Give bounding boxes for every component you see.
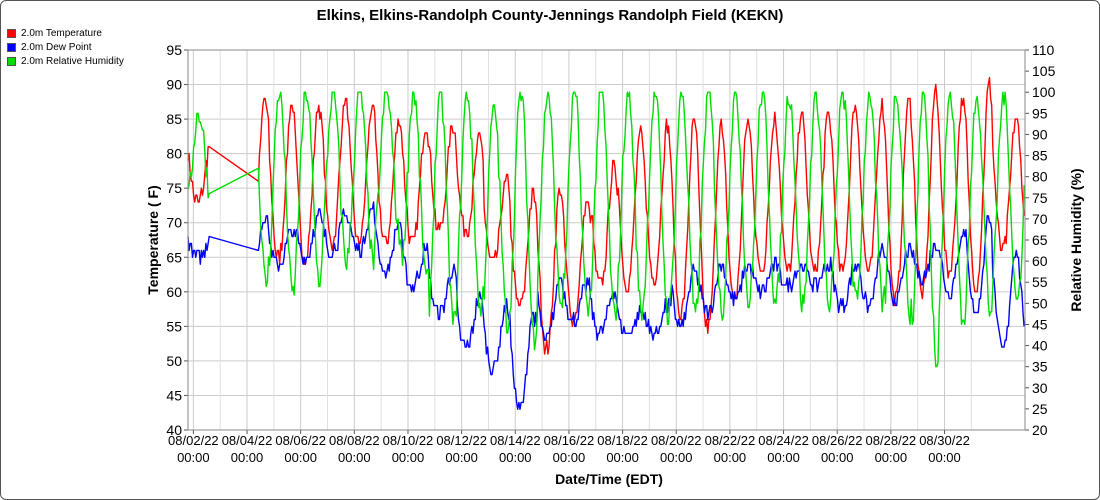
y2-tick-label: 95 xyxy=(1032,105,1048,121)
y2-tick-label: 85 xyxy=(1032,148,1048,164)
y-tick-label: 80 xyxy=(166,146,182,162)
plot-border xyxy=(187,49,1026,431)
legend-swatch-dew-point xyxy=(7,42,16,52)
x-tick-date: 08/18/22 xyxy=(597,433,648,448)
legend: 2.0m Temperature 2.0m Dew Point 2.0m Rel… xyxy=(7,26,124,68)
series-layer xyxy=(187,76,1025,410)
x-tick-date: 08/22/22 xyxy=(705,433,756,448)
x-tick-date: 08/26/22 xyxy=(812,433,863,448)
x-tick-time: 00:00 xyxy=(231,450,264,465)
legend-item-dew-point: 2.0m Dew Point xyxy=(7,40,124,54)
y2-tick-label: 105 xyxy=(1032,63,1056,79)
series-line-relative-humidity xyxy=(187,91,1025,368)
legend-item-relative-humidity: 2.0m Relative Humidity xyxy=(7,54,124,68)
y-tick-label: 40 xyxy=(166,422,182,438)
y-tick-label: 95 xyxy=(166,42,182,58)
x-tick-date: 08/02/22 xyxy=(168,433,219,448)
x-tick-date: 08/20/22 xyxy=(651,433,702,448)
x-tick-time: 00:00 xyxy=(767,450,800,465)
legend-label-relative-humidity: 2.0m Relative Humidity xyxy=(21,55,124,67)
y2-tick-label: 90 xyxy=(1032,126,1048,142)
x-axis-label: Date/Time (EDT) xyxy=(555,471,663,487)
x-tick-date: 08/30/22 xyxy=(919,433,970,448)
x-tick-time: 00:00 xyxy=(499,450,532,465)
y2-tick-label: 80 xyxy=(1032,169,1048,185)
y2-tick-label: 100 xyxy=(1032,84,1056,100)
legend-swatch-relative-humidity xyxy=(7,56,16,66)
y2-tick-label: 40 xyxy=(1032,338,1048,354)
y-tick-label: 65 xyxy=(166,249,182,265)
legend-swatch-temperature xyxy=(7,28,16,38)
y2-tick-label: 25 xyxy=(1032,401,1048,417)
chart-title: Elkins, Elkins-Randolph County-Jennings … xyxy=(317,7,784,24)
x-tick-date: 08/10/22 xyxy=(383,433,434,448)
y2-tick-label: 55 xyxy=(1032,274,1048,290)
y-tick-label: 70 xyxy=(166,215,182,231)
x-tick-date: 08/24/22 xyxy=(758,433,809,448)
x-tick-time: 00:00 xyxy=(821,450,854,465)
y2-axis-label: Relative Humidity (%) xyxy=(1068,168,1084,311)
x-tick-date: 08/06/22 xyxy=(275,433,326,448)
y2-tick-label: 75 xyxy=(1032,190,1048,206)
y2-tick-label: 35 xyxy=(1032,359,1048,375)
y-tick-label: 85 xyxy=(166,111,182,127)
y-axis-label: Temperature ( F) xyxy=(145,185,161,294)
x-tick-time: 00:00 xyxy=(606,450,639,465)
x-tick-date: 08/16/22 xyxy=(544,433,595,448)
y2-tick-label: 70 xyxy=(1032,211,1048,227)
legend-item-temperature: 2.0m Temperature xyxy=(7,26,124,40)
y2-tick-label: 110 xyxy=(1032,42,1055,58)
y-tick-label: 45 xyxy=(166,387,182,403)
x-tick-time: 00:00 xyxy=(284,450,317,465)
y2-tick-label: 65 xyxy=(1032,232,1048,248)
y2-tick-label: 30 xyxy=(1032,380,1048,396)
x-tick-time: 00:00 xyxy=(660,450,693,465)
series-line-temperature xyxy=(187,76,1025,355)
y-tick-label: 50 xyxy=(166,353,182,369)
legend-label-dew-point: 2.0m Dew Point xyxy=(21,41,92,53)
y2-tick-label: 50 xyxy=(1032,295,1048,311)
y2-tick-label: 60 xyxy=(1032,253,1048,269)
x-tick-date: 08/14/22 xyxy=(490,433,541,448)
x-tick-date: 08/28/22 xyxy=(866,433,917,448)
x-tick-date: 08/12/22 xyxy=(436,433,487,448)
x-tick-date: 08/08/22 xyxy=(329,433,380,448)
series-line-dew-point xyxy=(187,201,1025,410)
x-tick-time: 00:00 xyxy=(338,450,371,465)
x-tick-time: 00:00 xyxy=(177,450,210,465)
x-tick-time: 00:00 xyxy=(553,450,586,465)
y-tick-label: 60 xyxy=(166,284,182,300)
x-tick-time: 00:00 xyxy=(392,450,425,465)
x-tick-time: 00:00 xyxy=(875,450,908,465)
x-tick-time: 00:00 xyxy=(714,450,747,465)
x-tick-time: 00:00 xyxy=(928,450,961,465)
y2-tick-label: 45 xyxy=(1032,316,1048,332)
x-tick-time: 00:00 xyxy=(445,450,478,465)
y-tick-label: 55 xyxy=(166,318,182,334)
y-tick-label: 90 xyxy=(166,77,182,93)
y-tick-label: 75 xyxy=(166,180,182,196)
tick-layer: 40 45 50 55 60 65 70 75 80 85 90 95 20 25 30 35 40 45 50 55… xyxy=(166,42,1055,465)
x-tick-date: 08/04/22 xyxy=(222,433,273,448)
y2-tick-label: 20 xyxy=(1032,422,1048,438)
legend-label-temperature: 2.0m Temperature xyxy=(21,27,102,39)
